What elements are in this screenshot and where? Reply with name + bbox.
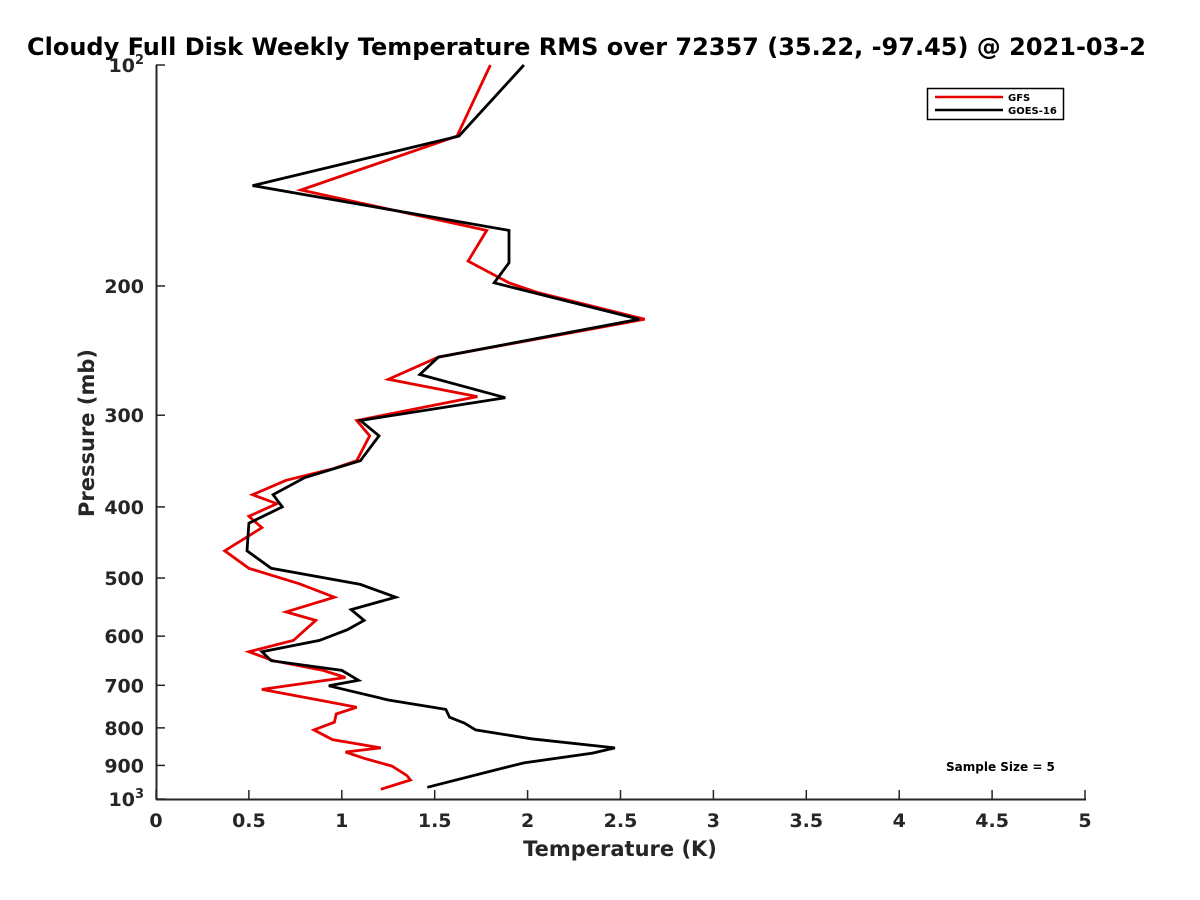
legend-box: [926, 87, 1065, 121]
x-tick-label: 4: [893, 810, 906, 832]
legend: GFS GOES-16: [926, 87, 1065, 121]
x-tick-label: 2.5: [604, 810, 638, 832]
legend-label-goes16: GOES-16: [1008, 106, 1057, 117]
x-tick-label: 0.5: [232, 810, 266, 832]
y-tick-label: 700: [104, 675, 144, 697]
series-line-gfs: [222, 64, 646, 791]
legend-label-gfs: GFS: [1008, 93, 1030, 104]
y-tick-label: 800: [104, 718, 144, 740]
y-tick-label: 102: [109, 53, 145, 77]
x-axis-ticks: 0 0.5 1 1.5 2 2.5 3 3.5 4 4.5 5: [149, 790, 1092, 832]
y-tick-label: 103: [109, 787, 145, 811]
x-tick-label: 4.5: [975, 810, 1009, 832]
x-tick-label: 3: [707, 810, 720, 832]
x-tick-label: 2: [521, 810, 534, 832]
series-layer: [222, 64, 646, 791]
x-tick-label: 1.5: [418, 810, 452, 832]
series-line-goes16: [245, 64, 640, 789]
y-axis-label: Pressure (mb): [75, 349, 99, 517]
chart-title: Cloudy Full Disk Weekly Temperature RMS …: [27, 33, 1146, 61]
y-tick-label: 400: [104, 497, 144, 519]
x-tick-label: 1: [335, 810, 348, 832]
x-tick-label: 5: [1078, 810, 1091, 832]
y-tick-label: 300: [104, 405, 144, 427]
x-tick-label: 0: [149, 810, 162, 832]
y-tick-label: 200: [104, 276, 144, 298]
y-tick-label: 500: [104, 568, 144, 590]
y-axis-ticks: 102 200 300 400 500 600 700 800 900 103: [104, 53, 165, 811]
x-tick-label: 3.5: [789, 810, 823, 832]
x-axis-label: Temperature (K): [523, 837, 717, 861]
y-tick-label: 900: [104, 755, 144, 777]
y-tick-label: 600: [104, 626, 144, 648]
sample-size-annotation: Sample Size = 5: [946, 760, 1055, 774]
